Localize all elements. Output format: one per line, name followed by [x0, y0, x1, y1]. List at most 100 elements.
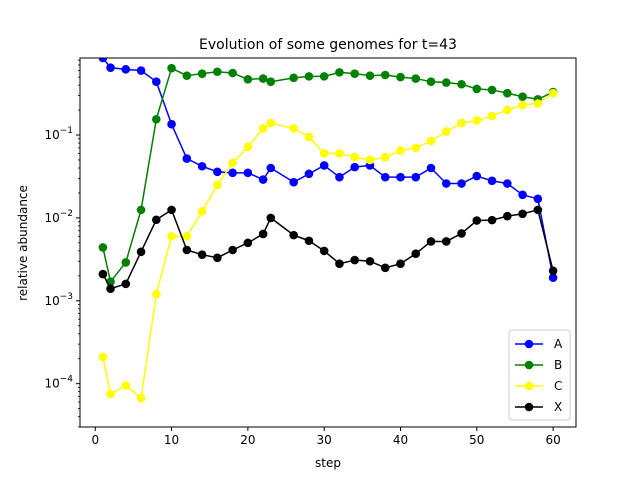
data-point: [258, 124, 268, 133]
data-point: [243, 75, 253, 84]
data-point: [228, 245, 237, 255]
data-point: [426, 163, 436, 173]
legend-item: A: [515, 337, 563, 351]
data-point: [197, 161, 207, 171]
series-A: [98, 58, 558, 282]
data-point: [106, 63, 115, 72]
data-point: [152, 114, 161, 124]
data-point: [304, 236, 314, 246]
data-point: [411, 74, 421, 83]
data-point: [243, 168, 253, 178]
series-X: [98, 205, 558, 293]
data-point: [121, 258, 131, 267]
data-point: [213, 253, 222, 263]
data-point: [350, 255, 360, 265]
data-point: [228, 158, 237, 168]
x-tick-label: 40: [393, 433, 408, 447]
data-point: [487, 85, 497, 95]
data-point: [98, 58, 108, 63]
data-point: [182, 154, 192, 163]
data-point: [304, 72, 314, 81]
data-point: [426, 136, 436, 146]
data-point: [518, 209, 527, 219]
data-point: [533, 99, 543, 108]
data-point: [518, 92, 527, 102]
data-point: [472, 116, 482, 125]
data-point: [380, 172, 390, 182]
data-point: [503, 179, 512, 188]
data-point: [228, 168, 237, 178]
data-point: [319, 161, 329, 170]
data-point: [396, 172, 405, 182]
data-point: [106, 284, 115, 293]
data-point: [350, 162, 360, 172]
data-point: [503, 105, 512, 115]
data-point: [167, 205, 176, 215]
data-point: [518, 190, 527, 200]
data-point: [182, 71, 192, 80]
x-tick-label: 60: [545, 433, 560, 447]
x-tick-label: 0: [91, 433, 99, 447]
legend-swatch-marker: [524, 402, 534, 412]
data-point: [426, 77, 436, 87]
data-point: [365, 155, 375, 165]
data-point: [98, 352, 108, 362]
data-point: [266, 163, 276, 173]
x-tick-label: 30: [317, 433, 332, 447]
y-tick-label: 10−2: [44, 209, 73, 225]
y-axis: 10−4 10−3 10−2 10−1: [44, 59, 80, 428]
data-point: [136, 66, 146, 75]
data-point: [197, 69, 207, 78]
data-point: [487, 215, 497, 225]
data-point: [457, 118, 466, 128]
x-tick-label: 50: [469, 433, 484, 447]
data-point: [106, 389, 115, 399]
data-point: [258, 229, 268, 239]
data-point: [441, 78, 451, 87]
data-point: [98, 243, 108, 252]
legend-label: A: [554, 337, 563, 351]
data-point: [289, 230, 298, 240]
data-point: [548, 273, 558, 282]
data-point: [426, 237, 436, 246]
data-point: [441, 127, 451, 136]
legend-label: B: [554, 358, 562, 372]
data-point: [472, 84, 482, 94]
series-B: [98, 63, 558, 286]
data-point: [136, 205, 146, 215]
data-point: [335, 149, 344, 158]
data-point: [472, 216, 482, 225]
x-axis: 0 10 20 30 40 50 60: [91, 427, 561, 447]
data-point: [289, 73, 298, 83]
legend-swatch-marker: [524, 381, 534, 391]
series-layer: [98, 58, 558, 403]
data-point: [266, 213, 276, 223]
data-point: [487, 176, 497, 186]
data-point: [380, 152, 390, 162]
data-point: [258, 175, 268, 184]
data-point: [365, 71, 375, 80]
data-point: [304, 169, 314, 179]
data-point: [396, 72, 405, 82]
x-axis-label: step: [315, 456, 341, 470]
data-point: [533, 205, 543, 215]
data-point: [396, 259, 405, 269]
legend-item: X: [515, 400, 562, 414]
y-tick-label: 10−4: [44, 375, 73, 391]
y-tick-label: 10−1: [44, 126, 73, 142]
y-axis-label: relative abundance: [16, 185, 30, 301]
data-point: [98, 269, 108, 279]
data-point: [289, 177, 298, 187]
data-point: [457, 229, 466, 238]
data-point: [411, 249, 421, 258]
data-point: [213, 167, 222, 177]
data-point: [411, 172, 421, 182]
series-C: [98, 88, 558, 403]
data-point: [167, 119, 176, 129]
legend-swatch-marker: [524, 339, 534, 349]
data-point: [121, 279, 131, 289]
plot-area: [79, 57, 577, 428]
data-point: [487, 111, 497, 121]
legend-item: B: [515, 358, 562, 372]
